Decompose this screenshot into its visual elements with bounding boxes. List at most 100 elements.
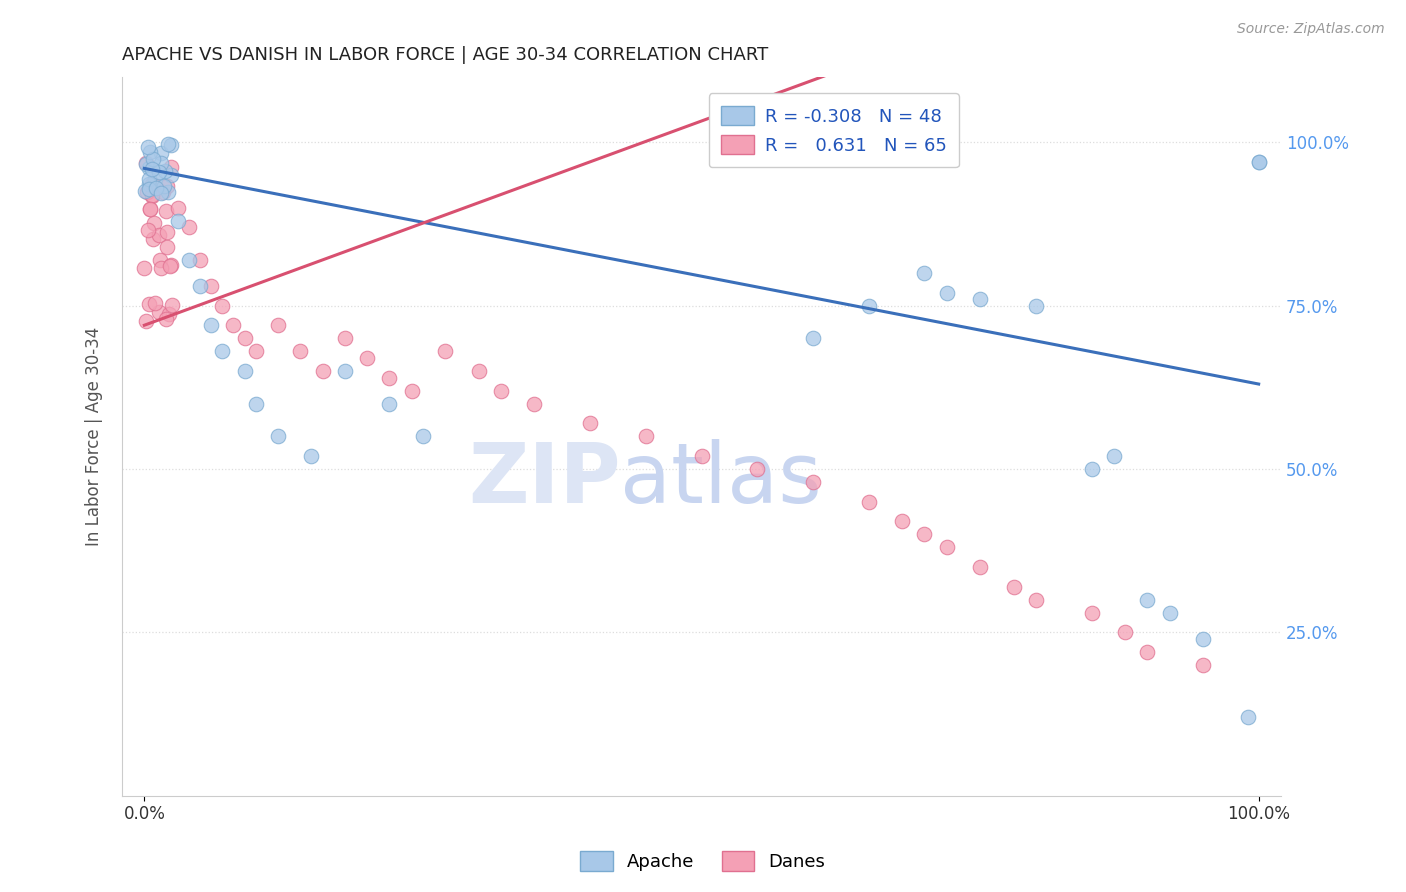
Point [141,187,163,202]
Legend: Apache, Danes: Apache, Danes [574,844,832,879]
Text: Source: ZipAtlas.com: Source: ZipAtlas.com [1237,22,1385,37]
Point [1002,580,1025,594]
Point [150,155,173,169]
Point [690,449,713,463]
Point [245,344,267,359]
Point [188,279,211,293]
Point [156,240,179,254]
Point [141,177,163,191]
Point [160,298,183,312]
Point [1192,658,1215,673]
Point [148,252,170,267]
Text: atlas: atlas [620,439,823,520]
Point [378,370,401,384]
Point [233,331,256,345]
Point [135,313,157,327]
Point [1136,592,1159,607]
Point [138,182,160,196]
Point [148,164,170,178]
Point [333,331,356,345]
Point [166,213,188,227]
Point [166,201,188,215]
Point [153,163,176,178]
Point [333,364,356,378]
Point [139,202,162,216]
Point [356,351,378,365]
Point [156,179,179,194]
Point [156,225,179,239]
Legend: R = -0.308   N = 48, R =   0.631   N = 65: R = -0.308 N = 48, R = 0.631 N = 65 [709,93,959,167]
Point [136,140,159,154]
Point [1247,154,1270,169]
Point [159,258,181,272]
Point [143,215,166,229]
Point [200,279,222,293]
Point [1080,462,1102,476]
Point [153,178,176,193]
Point [157,307,180,321]
Point [134,260,156,275]
Point [143,172,166,186]
Point [138,177,160,191]
Point [434,344,457,359]
Point [912,266,935,280]
Point [211,299,233,313]
Point [134,184,156,198]
Point [311,364,333,378]
Point [135,156,157,170]
Text: APACHE VS DANISH IN LABOR FORCE | AGE 30-34 CORRELATION CHART: APACHE VS DANISH IN LABOR FORCE | AGE 30… [122,46,768,64]
Point [141,189,163,203]
Point [1236,710,1258,724]
Point [489,384,512,398]
Point [145,181,167,195]
Point [142,232,165,246]
Point [160,161,183,175]
Point [157,185,180,199]
Point [138,161,160,175]
Point [155,204,177,219]
Point [1025,299,1047,313]
Point [1114,625,1136,640]
Point [148,304,170,318]
Point [136,222,159,236]
Point [267,318,290,333]
Point [1136,645,1159,659]
Point [155,312,177,326]
Point [579,416,602,430]
Point [1102,449,1125,463]
Y-axis label: In Labor Force | Age 30-34: In Labor Force | Age 30-34 [86,326,103,546]
Point [188,252,211,267]
Point [138,297,160,311]
Point [523,397,546,411]
Point [747,462,769,476]
Point [150,146,173,161]
Point [801,331,824,345]
Point [412,429,434,443]
Point [1025,592,1047,607]
Point [467,364,489,378]
Point [634,429,657,443]
Point [150,261,173,276]
Point [935,285,957,300]
Point [290,344,312,359]
Point [139,202,162,216]
Point [233,364,256,378]
Point [211,344,233,359]
Point [1080,606,1102,620]
Point [222,318,245,333]
Point [152,185,174,199]
Point [267,429,290,443]
Point [301,449,323,463]
Text: ZIP: ZIP [468,439,620,520]
Point [401,384,423,398]
Point [160,137,183,152]
Point [159,169,181,183]
Point [138,171,160,186]
Point [139,145,162,160]
Point [1159,606,1181,620]
Point [177,220,200,235]
Point [159,259,181,273]
Point [142,177,165,191]
Point [200,318,222,333]
Point [912,527,935,541]
